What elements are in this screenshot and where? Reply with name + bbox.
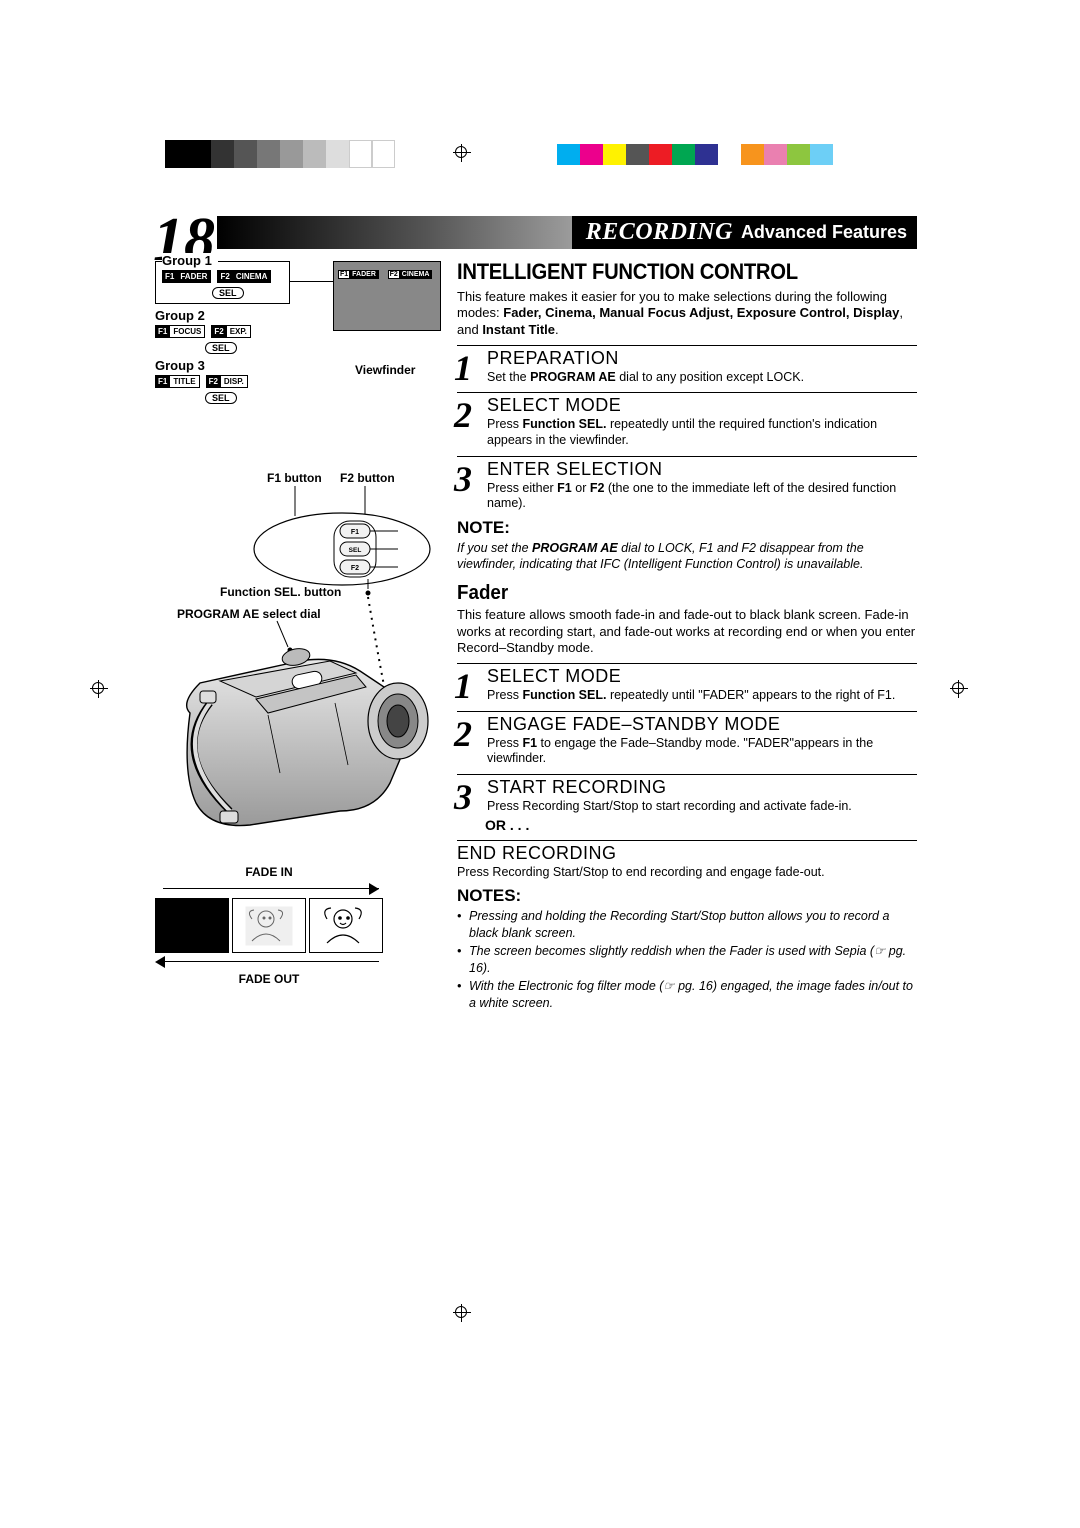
note-item: The screen becomes slightly reddish when… [457,943,917,976]
step-body: Press F1 to engage the Fade–Standby mode… [487,736,917,767]
fade-frame-black [155,898,229,953]
fade-frames [155,898,383,953]
notes-list: Pressing and holding the Recording Start… [457,908,917,1011]
ifc-intro: This feature makes it easier for you to … [457,289,917,338]
step-number: 1 [454,350,472,386]
group-2-f1-badge: F1FOCUS [155,325,205,338]
notes-heading: NOTES: [457,886,917,906]
group-1-sel: SEL [212,287,244,299]
note-body: If you set the PROGRAM AE dial to LOCK, … [457,540,917,573]
group-3-f1-badge: F1TITLE [155,375,200,388]
note-heading: NOTE: [457,518,917,538]
right-column: INTELLIGENT FUNCTION CONTROL This featur… [457,259,917,1013]
group-2-sel: SEL [205,342,237,354]
svg-text:SEL: SEL [349,547,362,554]
vf-f2-badge: F2CINEMA [388,270,433,279]
step-title: END RECORDING [457,843,917,864]
registration-mark-icon [950,680,968,698]
step-body: Set the PROGRAM AE dial to any position … [487,370,917,386]
fade-frame-mid [232,898,306,953]
step-body: Press either F1 or F2 (the one to the im… [487,481,917,512]
fader-intro: This feature allows smooth fade-in and f… [457,607,917,656]
ifc-step-3: ENTER SELECTION 3 Press either F1 or F2 … [457,459,917,512]
step-number: 2 [454,397,472,433]
f1-button-label: F1 button [267,471,322,485]
fade-frame-full [309,898,383,953]
registration-mark-icon [90,680,108,698]
viewfinder-screen: F1FADER F2CINEMA [333,261,441,331]
header-title-box: RECORDING Advanced Features [572,216,917,249]
fade-out-label: FADE OUT [155,972,383,986]
group-1-f2-badge: F2CINEMA [217,270,271,283]
fader-heading: Fader [457,582,889,605]
header-subsection: Advanced Features [741,222,907,243]
svg-text:F1: F1 [351,529,359,536]
fader-step-2: ENGAGE FADE–STANDBY MODE 2 Press F1 to e… [457,714,917,767]
ifc-title: INTELLIGENT FUNCTION CONTROL [457,259,880,285]
group-2-f2-badge: F2EXP. [211,325,251,338]
header-section: RECORDING [586,219,733,246]
fader-step-1: SELECT MODE 1 Press Function SEL. repeat… [457,666,917,704]
manual-page: 18 RECORDING Advanced Features Group 1 F… [0,0,1080,1528]
vf-f1-badge: F1FADER [338,270,379,279]
fader-step-3: START RECORDING 3 Press Recording Start/… [457,777,917,815]
print-color-bars [0,139,1080,169]
leader-line [290,281,333,282]
ifc-step-1: PREPARATION 1 Set the PROGRAM AE dial to… [457,348,917,386]
step-number: 3 [454,461,472,497]
group-3-sel: SEL [205,392,237,404]
fader-step-4: END RECORDING Press Recording Start/Stop… [457,843,917,881]
step-title: ENGAGE FADE–STANDBY MODE [487,714,917,735]
group-1-f1-badge: F1FADER [162,270,211,283]
viewfinder-label: Viewfinder [355,363,415,377]
fade-out-arrow-icon [155,956,379,968]
fade-illustration: FADE IN [155,861,383,990]
group-3-f2-badge: F2DISP. [206,375,248,388]
step-body: Press Function SEL. repeatedly until "FA… [487,688,917,704]
fade-in-arrow-icon [155,883,379,895]
step-title: PREPARATION [487,348,917,369]
step-number: 2 [454,716,472,752]
step-number: 3 [454,779,472,815]
function-groups: Group 1 F1FADER F2CINEMA SEL F1FADER F2C… [155,261,457,408]
step-title: SELECT MODE [487,666,917,687]
header-gradient: RECORDING Advanced Features [217,216,917,249]
left-column: Group 1 F1FADER F2CINEMA SEL F1FADER F2C… [155,261,457,408]
registration-mark-icon [453,1304,471,1322]
step-body: Press Recording Start/Stop to end record… [457,865,917,881]
fade-in-label: FADE IN [155,865,383,879]
note-item: Pressing and holding the Recording Start… [457,908,917,941]
step-title: ENTER SELECTION [487,459,917,480]
step-number: 1 [454,668,472,704]
step-body: Press Function SEL. repeatedly until the… [487,417,917,448]
f2-button-label: F2 button [340,471,395,485]
or-separator: OR . . . [485,817,917,833]
camcorder-illustration [160,643,450,843]
note-item: With the Electronic fog filter mode (☞ p… [457,978,917,1011]
ifc-step-2: SELECT MODE 2 Press Function SEL. repeat… [457,395,917,448]
step-body: Press Recording Start/Stop to start reco… [487,799,917,815]
step-title: SELECT MODE [487,395,917,416]
step-title: START RECORDING [487,777,917,798]
group-1-label: Group 1 [162,253,218,268]
